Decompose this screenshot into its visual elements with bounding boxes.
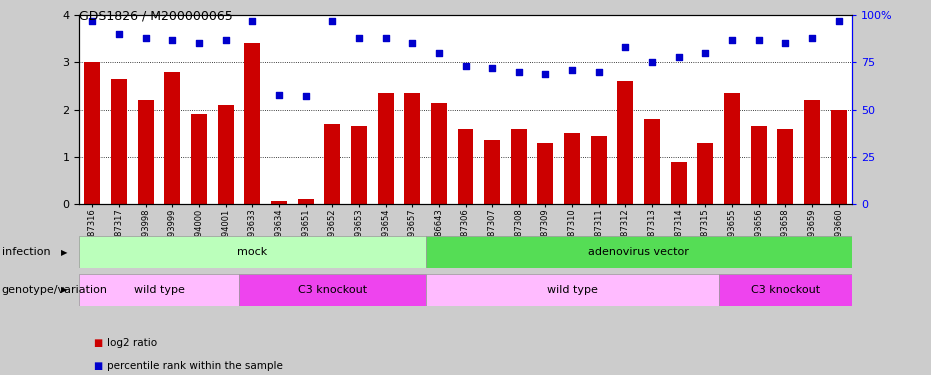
Bar (617, 81, 633, 204)
Point (139, 35, 154, 41)
Text: percentile rank within the sample: percentile rank within the sample (107, 361, 283, 370)
Text: wild type: wild type (546, 285, 598, 295)
Text: C3 knockout: C3 knockout (298, 285, 367, 295)
Bar (670, 162, 687, 204)
Point (298, 93, 313, 99)
Bar (431, 103, 447, 204)
Point (644, 59, 659, 65)
Bar (85, 62, 101, 204)
Point (831, 18, 846, 24)
Text: log2 ratio: log2 ratio (107, 338, 157, 348)
Bar (564, 134, 580, 204)
Point (698, 50, 713, 56)
Bar (244, 44, 261, 204)
Bar (830, 110, 846, 204)
Bar (511, 129, 527, 204)
Text: C3 knockout: C3 knockout (750, 285, 820, 295)
Point (777, 40, 792, 46)
Point (378, 35, 393, 41)
Bar (138, 100, 154, 204)
Point (618, 44, 633, 50)
Point (538, 71, 553, 77)
Point (804, 35, 819, 41)
Point (405, 40, 420, 46)
Point (325, 18, 340, 24)
Bar (697, 143, 713, 204)
Bar (165, 72, 181, 204)
Text: wild type: wild type (134, 285, 184, 295)
Text: GDS1826 / M200000065: GDS1826 / M200000065 (79, 9, 233, 22)
Bar (537, 143, 553, 204)
Point (165, 37, 180, 43)
Point (458, 63, 473, 69)
Bar (404, 93, 420, 204)
Bar (324, 124, 340, 204)
Text: infection: infection (2, 247, 50, 257)
Bar (425, 236, 852, 268)
Bar (644, 119, 660, 204)
Bar (750, 126, 766, 204)
Point (564, 67, 579, 73)
Bar (271, 201, 287, 204)
Bar (803, 100, 820, 204)
Point (591, 69, 606, 75)
Text: ▶: ▶ (61, 285, 67, 294)
Point (511, 69, 526, 75)
Bar (724, 93, 740, 204)
Point (85, 18, 100, 24)
Point (431, 50, 446, 56)
Bar (777, 129, 793, 204)
Bar (239, 274, 425, 306)
Bar (425, 274, 719, 306)
Point (112, 31, 127, 37)
Bar (351, 126, 367, 204)
Bar (191, 114, 207, 204)
Point (751, 37, 766, 43)
Bar (378, 93, 394, 204)
Point (485, 65, 500, 71)
Bar (79, 274, 239, 306)
Bar (719, 274, 852, 306)
Text: mock: mock (237, 247, 267, 257)
Text: adenovirus vector: adenovirus vector (588, 247, 689, 257)
Text: ■: ■ (93, 361, 102, 370)
Bar (591, 136, 607, 204)
Bar (218, 105, 234, 204)
Point (245, 18, 260, 24)
Point (671, 54, 686, 60)
Text: ■: ■ (93, 338, 102, 348)
Point (192, 40, 207, 46)
Point (218, 37, 233, 43)
Point (352, 35, 367, 41)
Bar (111, 79, 128, 204)
Bar (79, 236, 425, 268)
Point (272, 92, 287, 98)
Text: ▶: ▶ (61, 248, 67, 257)
Text: genotype/variation: genotype/variation (2, 285, 108, 295)
Bar (484, 141, 500, 204)
Point (724, 37, 739, 43)
Bar (457, 129, 474, 204)
Bar (298, 199, 314, 204)
